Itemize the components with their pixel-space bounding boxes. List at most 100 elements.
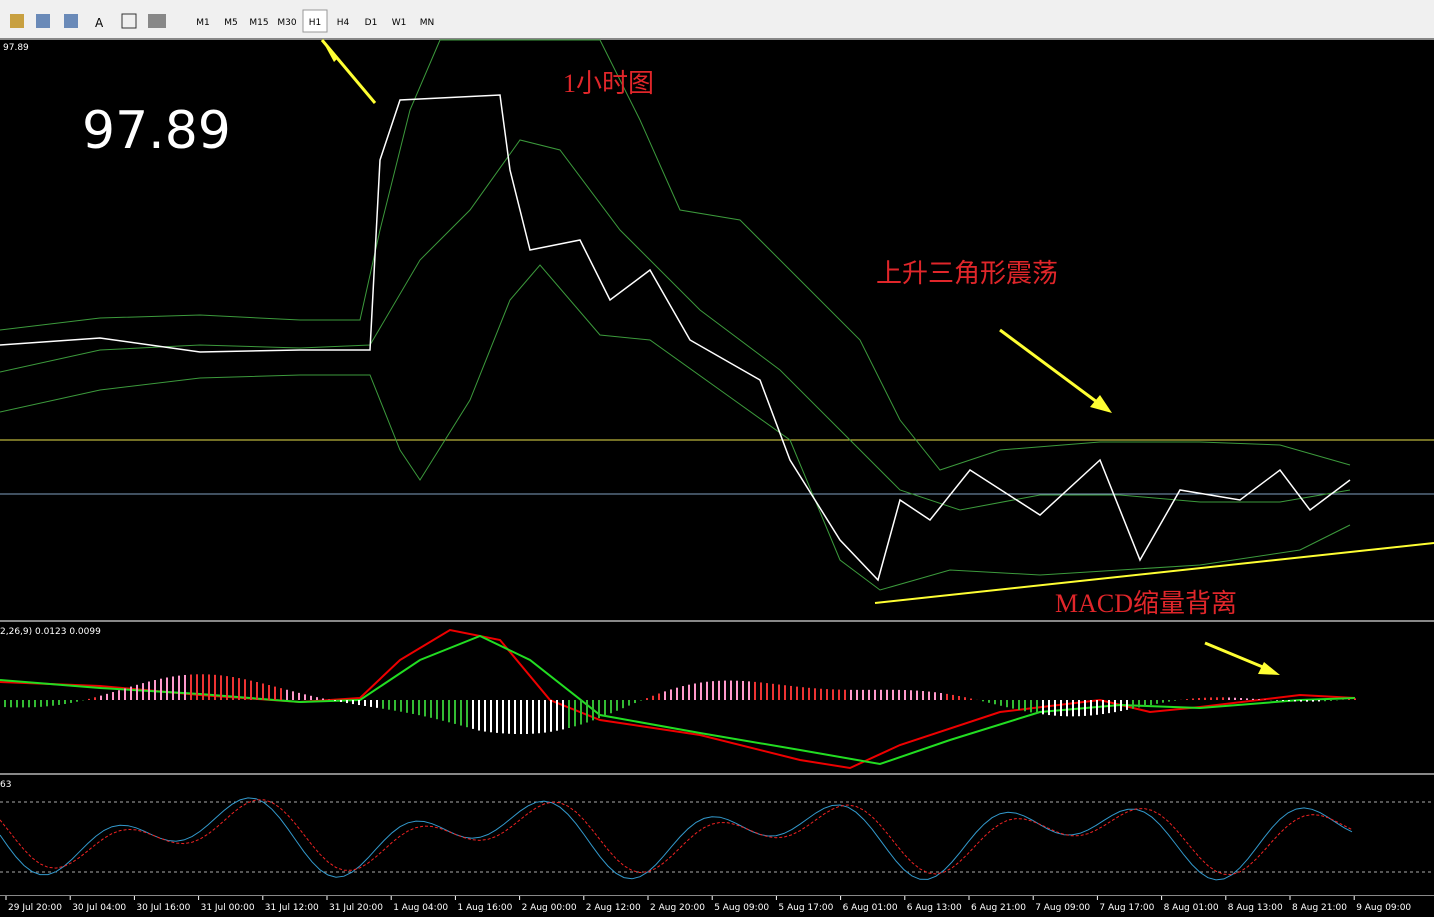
macd-bar [1150,700,1152,705]
macd-bar [1078,700,1080,717]
stoch-k [0,797,1353,881]
macd-bar [1114,700,1116,713]
macd-bar [892,689,894,700]
macd-bar [754,681,756,700]
timeframe-button[interactable]: M5 [224,18,238,28]
macd-bar [730,680,732,700]
time-label: 5 Aug 17:00 [778,903,833,913]
macd-bar [1042,700,1044,715]
time-axis: 29 Jul 20:00 30 Jul 04:00 30 Jul 16:00 31 J… [5,896,1411,913]
macd-bar [772,683,774,700]
macd-bar [478,700,480,731]
macd-bar [100,695,102,700]
macd-bar [676,687,678,700]
macd-bar [712,681,714,700]
macd-bar [952,694,954,700]
macd-bar [1198,698,1200,700]
macd-bar [760,682,762,700]
macd-bar [394,700,396,711]
macd-bar [832,689,834,700]
macd-bar [1000,700,1002,706]
macd-bar [1246,698,1248,700]
time-label: 30 Jul 04:00 [72,903,126,913]
timeframe-button[interactable]: MN [420,18,435,28]
macd-bar [70,700,72,703]
macd-bar [418,700,420,716]
timeframe-button[interactable]: M30 [277,18,296,28]
toolbar [0,0,1434,38]
macd-bar [826,689,828,700]
timeframe-button[interactable]: W1 [392,18,407,28]
macd-bar [208,674,210,700]
macd-bar [604,700,606,716]
macd-bar [778,684,780,700]
macd-bar [322,698,324,700]
macd-bar [124,688,126,700]
macd-bar [1132,700,1134,709]
macd-bar [424,700,426,717]
macd-bar [1060,700,1062,717]
macd-bar [1288,700,1290,702]
timeframe-button[interactable]: M1 [196,18,210,28]
time-label: 30 Jul 16:00 [136,903,190,913]
macd-bar [496,700,498,733]
macd-bar [304,694,306,700]
macd-bar [1204,697,1206,700]
macd-bar [574,700,576,727]
macd-bar [862,689,864,700]
macd-bar [964,697,966,700]
macd-bar [880,689,882,700]
macd-bar [472,700,474,729]
macd-bar [652,695,654,700]
macd-bar [226,676,228,700]
macd-bar [1066,700,1068,717]
macd-bar [1030,700,1032,713]
macd-bar [664,691,666,700]
macd-bar [316,697,318,700]
macd-bar [298,692,300,700]
macd-bar [1258,699,1260,700]
macd-bar [1048,700,1050,716]
macd-bar [484,700,486,732]
macd-bar [1294,700,1296,702]
macd-bar [1096,700,1098,715]
macd-bar [1006,700,1008,708]
bollinger-mid [0,139,1351,511]
macd-bar [1216,697,1218,700]
timeframe-button[interactable]: H1 [309,18,322,28]
macd-bar [88,698,90,700]
macd-bar [586,700,588,723]
macd-bar [268,685,270,700]
macd-bar [856,689,858,700]
stochastic-panel: 63 [0,780,1434,881]
macd-bar [406,700,408,713]
macd-bar [1318,700,1320,702]
macd-bar [1156,700,1158,704]
macd-bar [916,690,918,700]
macd-bar [640,700,642,701]
macd-bar [790,685,792,700]
macd-bar [592,700,594,721]
macd-bar [814,688,816,700]
timeframe-button[interactable]: M15 [249,18,268,28]
macd-bar [292,691,294,700]
time-label: 7 Aug 09:00 [1035,903,1090,913]
macd-bar [334,700,336,701]
macd-bar [76,700,78,702]
trend-line [874,542,1434,604]
macd-bar [1036,700,1038,714]
macd-bar [274,686,276,700]
main-chart: 97.89 97.89 1小时图 上升三角形震荡 MACD缩量背离 [0,39,1434,618]
macd-bar [454,700,456,724]
timeframe-button[interactable]: H4 [337,18,350,28]
time-label: 8 Aug 21:00 [1292,903,1347,913]
macd-bar [1144,700,1146,707]
macd-bar [1018,700,1020,710]
macd-bar [280,688,282,700]
macd-bar [1312,700,1314,702]
active-tab [302,9,328,33]
macd-bar [310,695,312,700]
bollinger-upper [0,39,1351,471]
timeframe-button[interactable]: D1 [365,18,378,28]
